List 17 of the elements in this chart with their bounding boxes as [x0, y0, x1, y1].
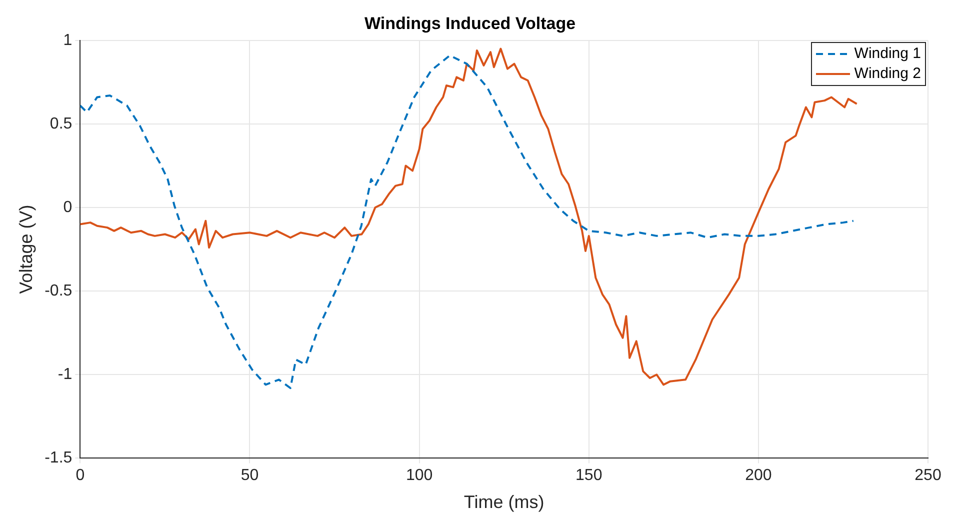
y-tick-label: -1.5 — [44, 450, 72, 467]
legend-label: Winding 1 — [854, 44, 921, 64]
x-tick-label: 50 — [240, 467, 259, 484]
legend-label: Winding 2 — [854, 64, 921, 84]
x-tick-label: 250 — [914, 467, 942, 484]
chart-title: Windings Induced Voltage — [364, 14, 576, 33]
x-tick-label: 150 — [576, 467, 602, 484]
x-tick-label: 0 — [76, 467, 85, 484]
y-tick-label: 0.5 — [50, 115, 72, 132]
y-axis-title: Voltage (V) — [16, 204, 36, 294]
y-tick-label: -0.5 — [44, 282, 72, 300]
y-tick-label: 0 — [63, 198, 72, 216]
y-tick-label: -1 — [58, 366, 72, 384]
x-axis-title: Time (ms) — [464, 492, 544, 512]
y-tick-label: 1 — [63, 32, 72, 49]
x-tick-label: 100 — [406, 467, 433, 484]
x-tick-label: 200 — [745, 467, 772, 484]
